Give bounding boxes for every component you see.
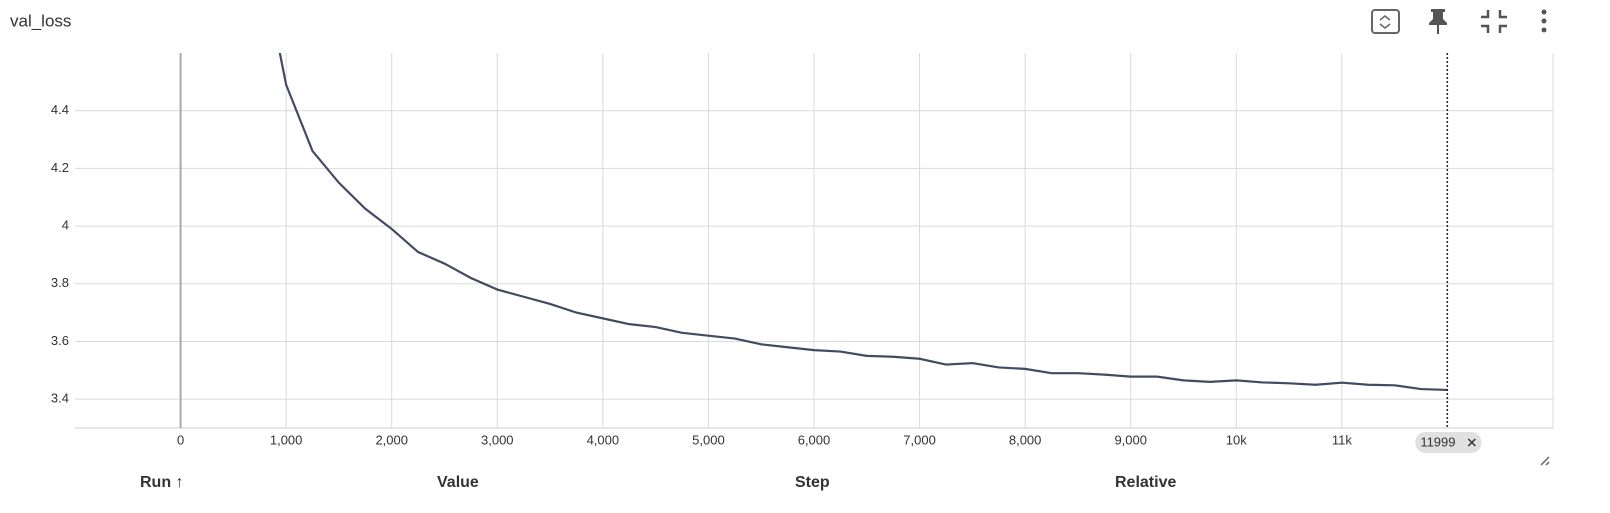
pin-button[interactable] (1429, 9, 1447, 34)
resize-handle[interactable] (1540, 456, 1550, 466)
y-tick-label: 3.4 (51, 391, 69, 406)
x-tick-label: 9,000 (1114, 432, 1147, 447)
x-tick-label: 0 (177, 432, 184, 447)
toolbar (1371, 9, 1547, 34)
x-tick-label: 4,000 (587, 432, 620, 447)
table-header: Run ↑ Value Step Relative (140, 474, 1176, 491)
x-tick-label: 6,000 (798, 432, 831, 447)
y-tick-label: 3.8 (51, 275, 69, 290)
more-menu-button[interactable] (1541, 9, 1547, 33)
y-tick-label: 4.4 (51, 102, 69, 117)
cursor-chip[interactable] (1415, 432, 1482, 453)
chart-title: val_loss (10, 11, 71, 30)
column-header[interactable]: Run ↑ (140, 474, 184, 491)
fit-domain-button[interactable] (1371, 9, 1400, 34)
collapse-button[interactable] (1481, 10, 1507, 33)
x-tick-label: 2,000 (375, 432, 408, 447)
column-header[interactable]: Value (437, 474, 479, 491)
y-tick-label: 3.6 (51, 333, 69, 348)
x-tick-label: 10k (1226, 432, 1247, 447)
series-line (278, 53, 1448, 392)
y-tick-label: 4 (62, 218, 69, 233)
x-tick-label: 7,000 (903, 432, 936, 447)
x-tick-label: 8,000 (1009, 432, 1042, 447)
cursor-step-label: 11999 (1420, 434, 1455, 449)
column-header[interactable]: Step (795, 474, 830, 491)
x-tick-label: 5,000 (692, 432, 725, 447)
column-header[interactable]: Relative (1115, 474, 1176, 491)
x-tick-label: 11k (1332, 432, 1352, 447)
y-tick-label: 4.2 (51, 160, 69, 175)
cursor-remove-icon[interactable] (1467, 438, 1476, 447)
plot-area (75, 53, 1553, 428)
x-tick-label: 3,000 (481, 432, 514, 447)
x-tick-label: 1,000 (270, 432, 303, 447)
